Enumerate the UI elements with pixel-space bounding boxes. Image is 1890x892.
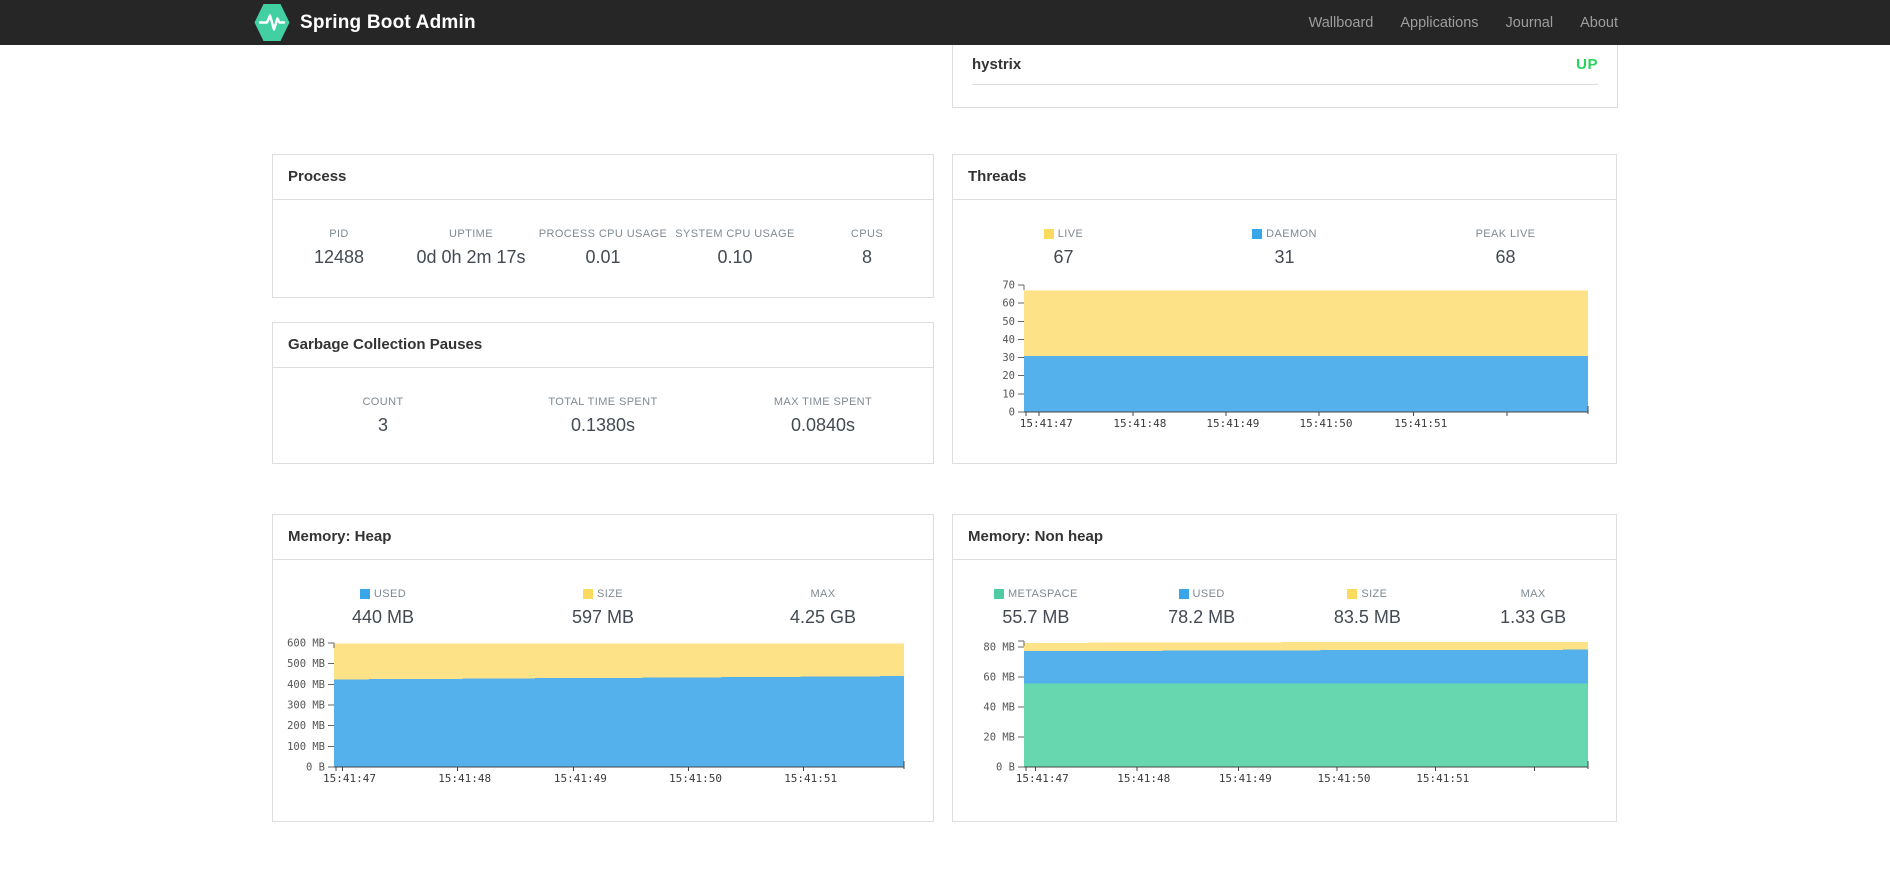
- stat-gc-total-time: TOTAL TIME SPENT 0.1380s: [548, 396, 658, 435]
- process-card: Process PID 12488 UPTIME 0d 0h 2m 17s PR…: [272, 154, 934, 298]
- svg-text:15:41:48: 15:41:48: [1117, 772, 1170, 785]
- application-status-badge: UP: [1576, 56, 1598, 73]
- stat-nonheap-metaspace: METASPACE 55.7 MB: [953, 588, 1119, 628]
- nonheap-legend: METASPACE 55.7 MB USED 78.2 MB SIZE 83.5…: [953, 588, 1616, 628]
- stat-gc-count: COUNT 3: [362, 396, 404, 435]
- stat-cpus: CPUS 8: [850, 228, 884, 267]
- svg-text:0 B: 0 B: [996, 762, 1015, 774]
- svg-text:15:41:51: 15:41:51: [784, 772, 837, 785]
- svg-text:15:41:50: 15:41:50: [1299, 417, 1352, 430]
- legend-swatch-heap-used: [359, 589, 370, 599]
- svg-text:20: 20: [1002, 370, 1015, 382]
- brand-title: Spring Boot Admin: [300, 11, 476, 33]
- stat-system-cpu-usage: SYSTEM CPU USAGE 0.10: [675, 228, 795, 267]
- svg-text:50: 50: [1002, 316, 1015, 328]
- process-stats: PID 12488 UPTIME 0d 0h 2m 17s PROCESS CP…: [273, 228, 933, 268]
- memory-heap-chart: 0 B 100 MB 200 MB 300 MB 400 MB 500 MB 600 MB 1…: [287, 638, 905, 785]
- heap-legend: USED 440 MB SIZE 597 MB MAX 4.25 GB: [273, 588, 933, 628]
- svg-text:15:41:51: 15:41:51: [1394, 417, 1447, 430]
- memory-heap-card: Memory: Heap USED 440 MB SIZE 597 MB MAX…: [272, 514, 934, 822]
- svg-text:200 MB: 200 MB: [287, 720, 325, 732]
- legend-swatch-metaspace: [993, 589, 1004, 599]
- stat-threads-daemon: DAEMON 31: [1174, 228, 1395, 268]
- stat-uptime: UPTIME 0d 0h 2m 17s: [416, 228, 526, 267]
- svg-text:300 MB: 300 MB: [287, 700, 325, 712]
- gc-pauses-card: Garbage Collection Pauses COUNT 3 TOTAL …: [272, 322, 934, 464]
- navbar: Spring Boot Admin Wallboard Applications…: [0, 0, 1890, 45]
- gc-stats: COUNT 3 TOTAL TIME SPENT 0.1380s MAX TIM…: [273, 396, 933, 436]
- svg-text:40: 40: [1002, 334, 1015, 346]
- svg-text:80 MB: 80 MB: [983, 642, 1015, 654]
- nav-item-journal[interactable]: Journal: [1505, 14, 1554, 31]
- legend-swatch-nonheap-size: [1347, 589, 1358, 599]
- legend-swatch-heap-size: [582, 589, 593, 599]
- stat-pid: PID 12488: [313, 228, 365, 267]
- navbar-links: Wallboard Applications Journal About: [1309, 0, 1618, 45]
- svg-text:500 MB: 500 MB: [287, 658, 325, 670]
- svg-text:15:41:49: 15:41:49: [1206, 417, 1259, 430]
- stat-nonheap-used: USED 78.2 MB: [1168, 588, 1236, 627]
- svg-text:400 MB: 400 MB: [287, 679, 325, 691]
- svg-text:0: 0: [1009, 407, 1015, 419]
- svg-text:15:41:47: 15:41:47: [1020, 417, 1073, 430]
- svg-text:60 MB: 60 MB: [983, 672, 1015, 684]
- svg-text:15:41:50: 15:41:50: [1318, 772, 1371, 785]
- svg-text:20 MB: 20 MB: [983, 732, 1015, 744]
- svg-text:70: 70: [1002, 280, 1015, 292]
- brand-link[interactable]: Spring Boot Admin: [254, 0, 476, 45]
- threads-card-title: Threads: [953, 155, 1616, 200]
- process-card-title: Process: [273, 155, 933, 200]
- stat-heap-size: SIZE 597 MB: [571, 588, 635, 627]
- legend-swatch-live: [1043, 229, 1054, 239]
- nav-item-applications[interactable]: Applications: [1400, 14, 1479, 31]
- stat-process-cpu-usage: PROCESS CPU USAGE 0.01: [538, 228, 668, 267]
- svg-text:15:41:49: 15:41:49: [1219, 772, 1272, 785]
- svg-text:15:41:50: 15:41:50: [669, 772, 722, 785]
- nav-item-wallboard[interactable]: Wallboard: [1308, 14, 1374, 31]
- application-name: hystrix: [972, 56, 1022, 73]
- stat-heap-used: USED 440 MB: [351, 588, 415, 627]
- nonheap-card-title: Memory: Non heap: [953, 515, 1616, 560]
- stat-threads-live: LIVE 67: [953, 228, 1174, 268]
- legend-swatch-nonheap-used: [1178, 589, 1189, 599]
- gc-card-title: Garbage Collection Pauses: [273, 323, 933, 368]
- spring-boot-admin-logo-icon: [254, 4, 290, 41]
- svg-text:60: 60: [1002, 298, 1015, 310]
- svg-text:15:41:47: 15:41:47: [1016, 772, 1069, 785]
- threads-chart: 0 10 20 30 40 50 60 70 15:41:47 15:41:48 15:41:49 1…: [1002, 280, 1589, 430]
- heap-card-title: Memory: Heap: [273, 515, 933, 560]
- memory-nonheap-card: Memory: Non heap METASPACE 55.7 MB USED …: [952, 514, 1617, 822]
- svg-text:0 B: 0 B: [306, 762, 325, 774]
- svg-text:40 MB: 40 MB: [983, 702, 1015, 714]
- application-status-card: hystrix UP: [952, 45, 1618, 108]
- threads-legend: LIVE 67 DAEMON 31 PEAK LIVE 68: [953, 228, 1616, 268]
- svg-text:15:41:51: 15:41:51: [1416, 772, 1469, 785]
- svg-text:15:41:48: 15:41:48: [1113, 417, 1166, 430]
- svg-text:15:41:49: 15:41:49: [554, 772, 607, 785]
- svg-text:15:41:47: 15:41:47: [323, 772, 376, 785]
- legend-swatch-daemon: [1252, 229, 1263, 239]
- application-row-hystrix[interactable]: hystrix UP: [972, 45, 1598, 85]
- nav-item-about[interactable]: About: [1580, 14, 1618, 31]
- stat-gc-max-time: MAX TIME SPENT 0.0840s: [773, 396, 873, 435]
- stat-nonheap-max: MAX 1.33 GB: [1500, 588, 1567, 627]
- svg-text:10: 10: [1002, 388, 1015, 400]
- memory-nonheap-chart: 0 B 20 MB 40 MB 60 MB 80 MB 15:41:47 15:41:48 1…: [983, 640, 1589, 785]
- threads-card: Threads LIVE 67 DAEMON 31 PEAK LIVE 68: [952, 154, 1617, 464]
- svg-text:600 MB: 600 MB: [287, 638, 325, 650]
- svg-text:30: 30: [1002, 352, 1015, 364]
- svg-text:100 MB: 100 MB: [287, 741, 325, 753]
- stat-nonheap-size: SIZE 83.5 MB: [1333, 588, 1401, 627]
- stat-threads-peak-live: PEAK LIVE 68: [1475, 228, 1536, 267]
- svg-text:15:41:48: 15:41:48: [438, 772, 491, 785]
- stat-heap-max: MAX 4.25 GB: [789, 588, 857, 627]
